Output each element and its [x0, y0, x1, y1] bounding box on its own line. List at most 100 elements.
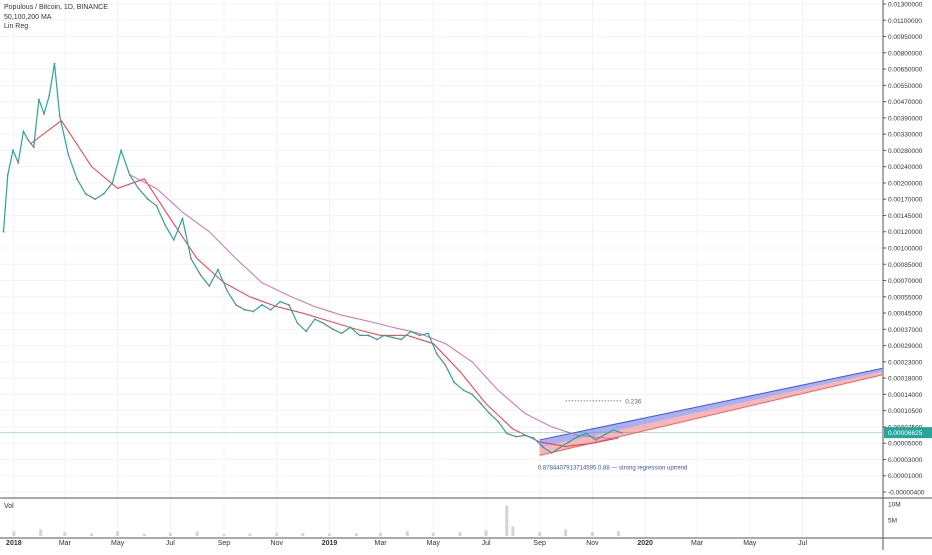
volume-bar: [168, 532, 172, 536]
y-tick-label: 0.01100000: [888, 18, 922, 25]
price-point: [102, 192, 105, 195]
y-tick-label: 0.00070000: [888, 278, 923, 285]
y-tick-label: 0.00120000: [888, 229, 923, 236]
volume-label: Vol: [4, 503, 14, 510]
volume-bar: [90, 533, 94, 536]
volume-bar: [379, 533, 383, 536]
volume-bars: [12, 505, 620, 536]
price-point: [279, 300, 282, 303]
moving-averages: [30, 119, 619, 448]
legend-ma: 50,100,200 MA: [4, 13, 52, 21]
y-tick-label: 0.00023000: [888, 359, 923, 366]
y-tick-label: 0.00800000: [888, 50, 923, 57]
price-point: [568, 440, 570, 443]
x-tick-label: Mar: [374, 540, 387, 547]
volume-bar: [116, 531, 120, 536]
legend-symbol: Populous / Bitcoin, 1D, BINANCE: [4, 4, 108, 11]
y-tick-label: 0.00055000: [888, 294, 923, 301]
price-point: [287, 304, 290, 306]
price-point: [6, 173, 9, 176]
price-point: [190, 257, 193, 260]
x-tick-label: Sep: [533, 540, 546, 547]
volume-bar: [405, 531, 409, 536]
price-point: [488, 412, 491, 415]
price-point: [12, 149, 14, 152]
price-point: [226, 290, 229, 293]
price-point: [252, 310, 255, 313]
x-tick-label: Jul: [798, 540, 807, 547]
price-point: [43, 112, 46, 115]
fib-level-label: 0.236: [625, 398, 642, 405]
volume-bar: [39, 529, 43, 536]
price-point: [479, 402, 482, 405]
volume-bar: [590, 532, 594, 536]
y-tick-label: 0.00240000: [888, 164, 923, 171]
price-point: [550, 452, 553, 454]
y-tick-label: 0.00330000: [888, 132, 923, 139]
legend-regression: Lin Reg: [4, 23, 29, 30]
price-point: [111, 182, 114, 184]
price-point: [367, 334, 370, 337]
y-tick-label: 0.00001000: [888, 473, 923, 480]
y-tick-label: 0.01300000: [888, 2, 923, 9]
price-point: [58, 114, 61, 117]
price-point: [305, 330, 308, 333]
price-point: [94, 198, 97, 201]
price-point: [128, 173, 131, 176]
volume-bar: [484, 530, 488, 536]
volume-bar: [431, 532, 435, 536]
ma-200-line: [129, 174, 619, 440]
price-point: [38, 98, 40, 101]
y-tick-label: 0.00005000: [888, 441, 923, 448]
x-tick-label: May: [111, 540, 125, 547]
y-tick-label: 0.00280000: [888, 148, 923, 155]
volume-bar: [248, 533, 252, 536]
price-point: [559, 446, 562, 449]
price-series: [2, 62, 623, 454]
price-point: [576, 435, 579, 438]
volume-bar: [301, 533, 305, 536]
price-point: [313, 318, 316, 321]
price-point: [471, 393, 474, 396]
volume-bar: [275, 532, 279, 536]
regression-note: 0.8784407913714595 0.88 — strong regress…: [538, 466, 687, 472]
y-tick-label: 0.00200000: [888, 180, 923, 187]
price-point: [612, 429, 615, 432]
price-line: [2, 63, 622, 454]
price-point: [542, 446, 545, 449]
price-point: [217, 268, 219, 271]
price-point: [462, 389, 465, 392]
price-point: [427, 332, 429, 335]
price-point: [358, 334, 361, 337]
regression-channel: [539, 367, 883, 456]
y-tick-label: 0.00950000: [888, 34, 923, 41]
price-point: [120, 149, 122, 152]
x-tick-label: 2020: [637, 540, 653, 547]
price-point: [296, 322, 299, 325]
x-tick-label: Jul: [482, 540, 491, 547]
volume-bar: [195, 531, 199, 536]
y-tick-label: 0.00045000: [888, 311, 923, 318]
price-point: [76, 177, 78, 180]
price-point: [261, 304, 263, 306]
price-point: [376, 338, 378, 341]
price-point: [137, 187, 140, 190]
y-tick-label: 0.00010500: [888, 408, 923, 415]
volume-bar: [12, 531, 16, 536]
x-tick-label: Nov: [271, 540, 284, 547]
price-point: [497, 420, 500, 423]
volume-tick-label: 10M: [888, 502, 901, 509]
y-tick-label: 0.00037000: [888, 327, 923, 334]
price-point: [409, 330, 412, 333]
x-tick-label: 2019: [322, 540, 338, 547]
y-tick-label: 0.00018000: [888, 376, 923, 383]
price-point: [505, 432, 508, 435]
x-tick-label: Mar: [691, 540, 704, 547]
x-tick-label: May: [427, 540, 441, 547]
price-point: [585, 432, 588, 435]
price-point: [435, 352, 438, 355]
price-point: [181, 217, 184, 220]
